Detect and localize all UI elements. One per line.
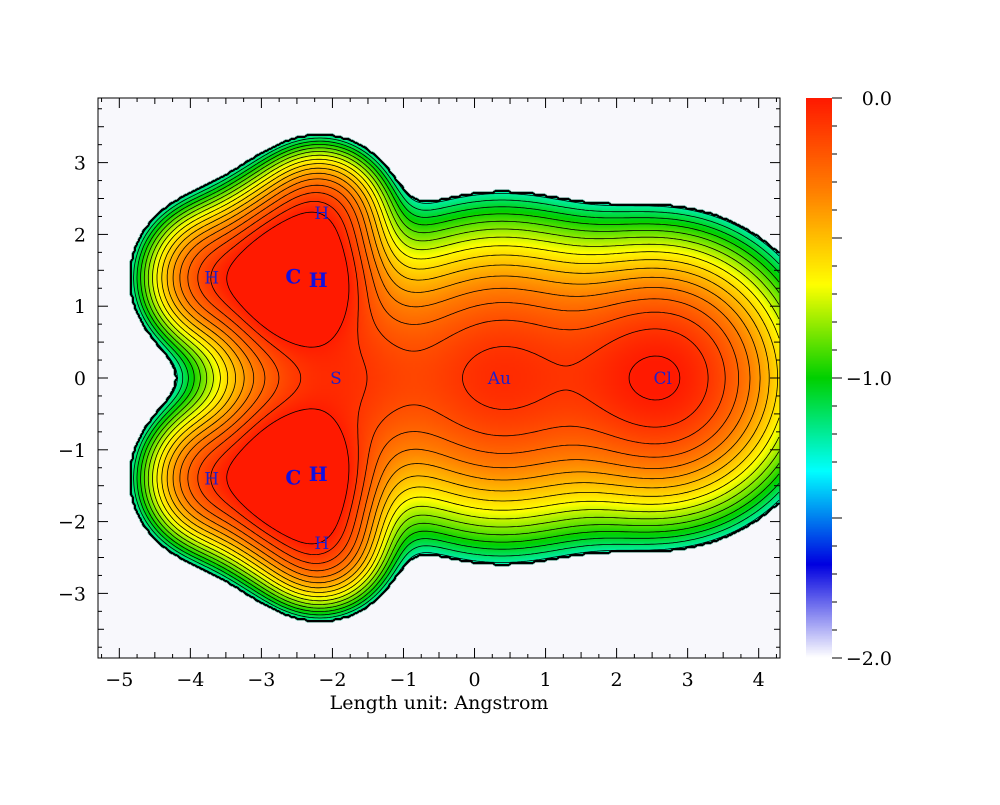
y-tick-label: 3 [74, 153, 86, 175]
y-tick-label: 1 [74, 296, 86, 318]
atom-label: Cl [654, 369, 672, 389]
x-tick-label: −2 [318, 669, 346, 691]
colorbar-tick-label: −1.0 [846, 368, 892, 390]
y-axis: −3 −2 −1 0 1 2 3 [58, 108, 780, 648]
contour-line [226, 211, 681, 545]
plot-area [98, 98, 780, 658]
x-tick-label: −1 [389, 669, 417, 691]
x-tick-label: 0 [468, 669, 480, 691]
contour-line [156, 158, 780, 598]
x-tick-label: 2 [611, 669, 623, 691]
contour-line [197, 192, 726, 564]
y-tick-label: −1 [58, 440, 86, 462]
x-tick-label: −3 [247, 669, 275, 691]
x-tick-label: −5 [105, 669, 133, 691]
atom-label: H [314, 204, 329, 224]
atom-label: H [309, 462, 328, 486]
y-tick-label: 2 [74, 224, 86, 246]
contour-line [161, 163, 778, 593]
atom-label: H [309, 268, 328, 292]
y-tick-label: −3 [58, 583, 86, 605]
contour-line [166, 167, 770, 589]
colorbar-gradient [806, 98, 832, 658]
atom-label: C [285, 264, 301, 288]
field-map [98, 98, 780, 658]
contour-line [179, 178, 751, 578]
contour-line [143, 147, 780, 609]
atom-label: S [330, 369, 342, 389]
atom-label: H [204, 268, 219, 288]
contour-line [147, 151, 780, 605]
contour-lines [129, 133, 780, 623]
atom-label: H [204, 470, 219, 490]
y-tick-label: 0 [74, 368, 86, 390]
atom-label: H [314, 534, 329, 554]
contour-line [140, 144, 780, 612]
x-tick-label: −4 [176, 669, 204, 691]
contour-line [187, 184, 739, 572]
contour-line [130, 134, 780, 622]
contour-line [133, 137, 780, 619]
x-tick-label: 1 [540, 669, 552, 691]
x-axis: −5 −4 −3 −2 −1 0 1 2 3 4 [101, 98, 777, 691]
atom-label: Au [487, 369, 511, 389]
x-tick-label: 3 [682, 669, 694, 691]
x-axis-label: Length unit: Angstrom [330, 692, 549, 714]
atom-label: C [285, 466, 301, 490]
colorbar-tick-label: 0.0 [862, 88, 892, 110]
contour-line [136, 140, 780, 616]
contour-line [210, 201, 709, 555]
contour-line [172, 172, 761, 584]
colorbar: 0.0 −1.0 −2.0 [806, 88, 892, 670]
x-tick-label: 4 [753, 669, 765, 691]
y-tick-label: −2 [58, 512, 86, 534]
colorbar-tick-label: −2.0 [846, 648, 892, 670]
contour-line [152, 154, 780, 602]
